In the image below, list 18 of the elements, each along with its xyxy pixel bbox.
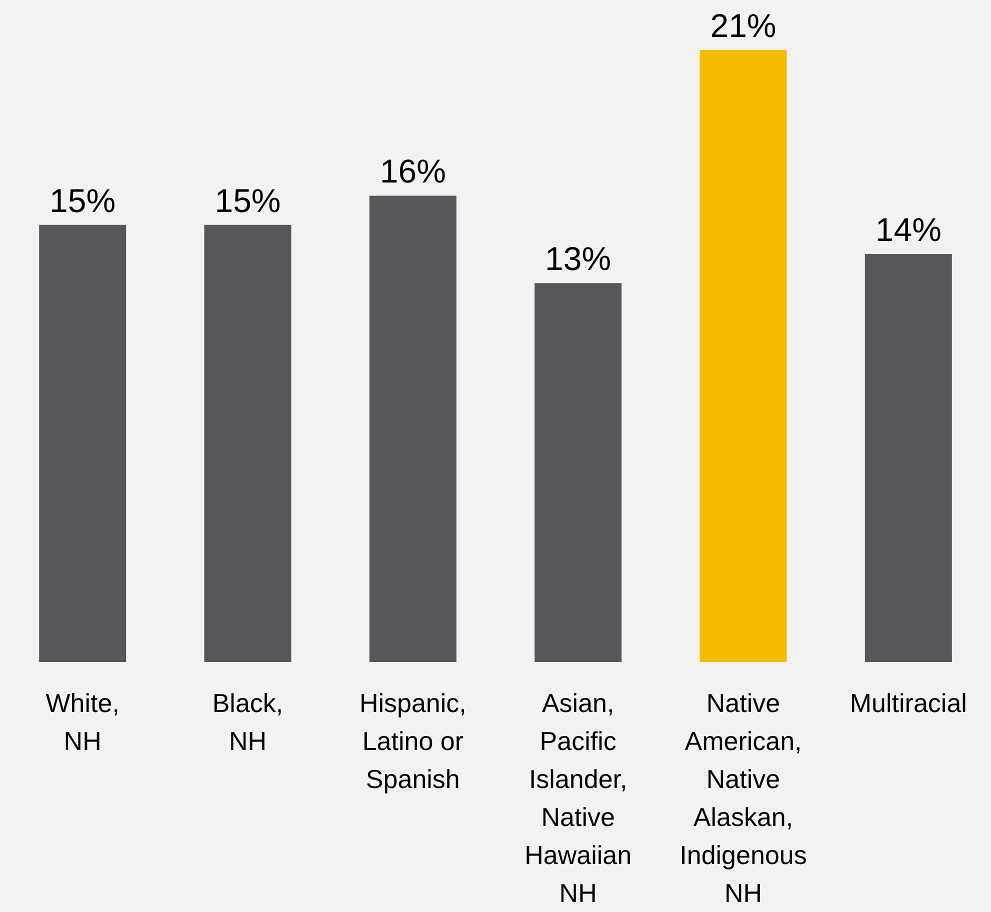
data-label: 15% <box>214 182 281 219</box>
data-label: 16% <box>380 152 446 190</box>
data-label: 13% <box>545 240 612 278</box>
data-label: 15% <box>50 182 116 219</box>
bar <box>864 254 952 662</box>
data-label: 21% <box>710 7 776 44</box>
bar <box>534 283 622 662</box>
x-tick-label: Black, NH <box>212 688 284 756</box>
bar <box>39 224 126 662</box>
data-label: 14% <box>875 211 942 248</box>
x-tick-label: White, NH <box>46 688 120 756</box>
x-tick-label: Native American, Native Alaskan, Indigenous NH <box>680 688 807 908</box>
bar <box>369 196 456 662</box>
bar <box>700 50 787 662</box>
x-tick-label: Asian, Pacific Islander, Native Hawaiian NH <box>524 688 632 908</box>
x-tick-label: Hispanic, Latino or Spanish <box>359 688 466 794</box>
bar <box>204 224 292 662</box>
x-tick-label: Multiracial <box>850 688 967 718</box>
